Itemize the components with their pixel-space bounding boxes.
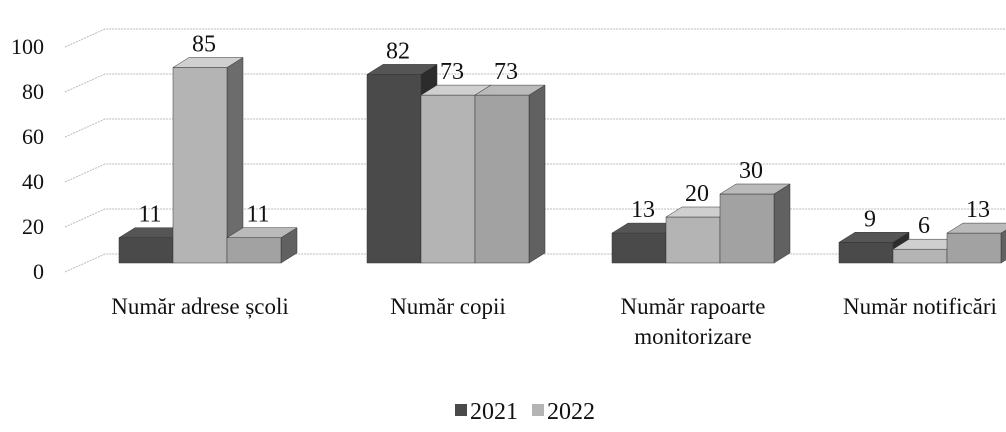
- data-label: 20: [685, 181, 709, 207]
- bar-top: [172, 57, 244, 68]
- grid-line: [64, 73, 1006, 93]
- y-tick-label: 60: [22, 124, 44, 149]
- bar-top: [946, 222, 1006, 234]
- y-tick-label: 80: [22, 79, 44, 104]
- grid-line: [64, 253, 1006, 273]
- data-label: 30: [739, 158, 763, 184]
- x-tick-label: Număr notificări: [843, 294, 997, 319]
- data-label: 9: [864, 206, 876, 232]
- bar-front: [420, 94, 476, 264]
- data-label: 73: [440, 59, 464, 85]
- data-label: 11: [246, 202, 269, 228]
- bar-front: [366, 74, 422, 264]
- bar-top: [366, 64, 438, 75]
- bar-front: [892, 248, 948, 264]
- bar-side: [528, 84, 546, 264]
- bar-front: [665, 216, 721, 264]
- bar: [946, 222, 1006, 264]
- bar-front: [946, 232, 1002, 264]
- x-tick-label: Număr rapoarte monitorizare: [620, 294, 766, 349]
- data-label: 85: [192, 32, 216, 58]
- data-label: 13: [631, 197, 655, 223]
- y-tick-label: 20: [22, 214, 44, 239]
- x-tick-label: Număr copii: [390, 294, 506, 319]
- bar-top: [226, 227, 298, 238]
- bar-front: [838, 242, 894, 264]
- bar-side: [773, 183, 791, 264]
- grid-line: [64, 28, 1006, 48]
- bar-front: [611, 232, 667, 264]
- y-tick-label: 100: [11, 34, 44, 59]
- y-tick-label: 0: [33, 259, 44, 284]
- bar-front: [118, 237, 174, 264]
- bar: [172, 57, 244, 264]
- legend-swatch: [455, 404, 467, 416]
- data-label: 73: [494, 59, 518, 85]
- bar-top: [838, 232, 910, 243]
- bar: [838, 231, 910, 264]
- data-label: 6: [918, 213, 930, 239]
- data-label: 82: [386, 38, 410, 64]
- bar: [226, 227, 298, 264]
- bar-front: [719, 193, 775, 264]
- legend-swatch: [532, 404, 544, 416]
- bar: [474, 84, 546, 264]
- grid-line: [64, 163, 1006, 183]
- bar-front: [474, 94, 530, 264]
- grid-line: [64, 118, 1006, 138]
- x-tick-label: Număr adrese școli: [111, 294, 289, 319]
- legend-label: 2022: [547, 399, 595, 425]
- y-tick-label: 40: [22, 169, 44, 194]
- grid-line: [64, 208, 1006, 228]
- bar: [892, 238, 964, 264]
- data-label: 11: [138, 202, 161, 228]
- legend-label: 2021: [470, 399, 518, 425]
- data-label: 13: [966, 197, 990, 223]
- bar: [719, 183, 791, 264]
- bar-front: [172, 67, 228, 264]
- bar-top: [719, 183, 791, 195]
- bar-top: [474, 84, 546, 96]
- bar-front: [226, 237, 282, 264]
